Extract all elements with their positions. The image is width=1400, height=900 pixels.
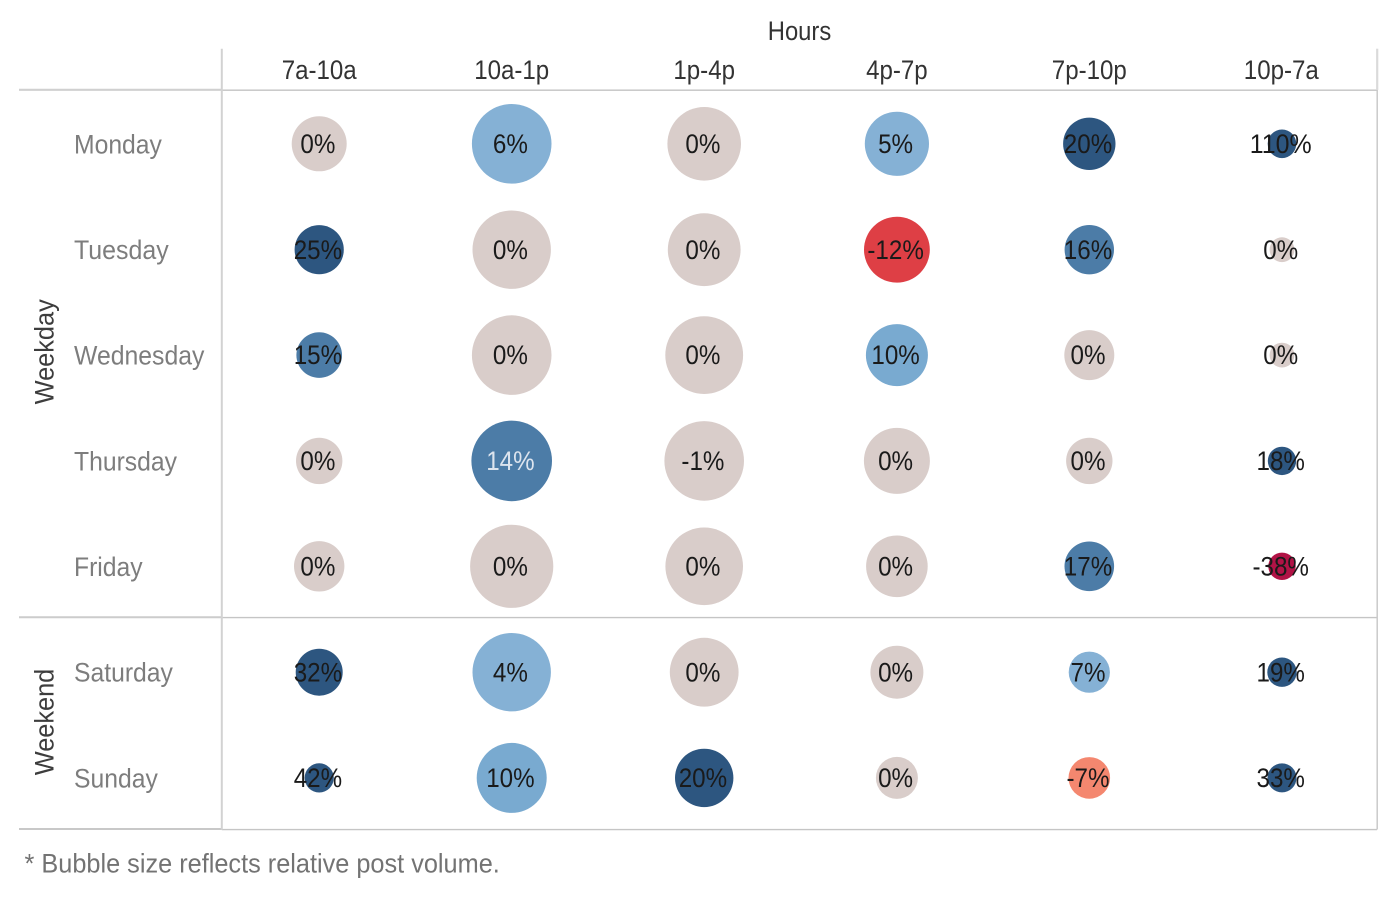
- svg-text:0%: 0%: [1263, 235, 1298, 265]
- svg-text:7p-10p: 7p-10p: [1052, 55, 1127, 85]
- svg-text:Saturday: Saturday: [74, 658, 174, 688]
- svg-text:0%: 0%: [685, 340, 720, 370]
- svg-text:17%: 17%: [1064, 551, 1112, 581]
- svg-text:0%: 0%: [685, 657, 720, 687]
- svg-text:0%: 0%: [300, 551, 335, 581]
- svg-text:20%: 20%: [679, 763, 727, 793]
- svg-text:10%: 10%: [871, 340, 919, 370]
- svg-text:32%: 32%: [294, 657, 342, 687]
- svg-text:18%: 18%: [1257, 446, 1305, 476]
- svg-text:10%: 10%: [486, 763, 534, 793]
- svg-text:0%: 0%: [300, 129, 335, 159]
- svg-text:Tuesday: Tuesday: [74, 235, 169, 265]
- svg-text:Thursday: Thursday: [74, 446, 178, 476]
- svg-text:0%: 0%: [300, 446, 335, 476]
- svg-text:Monday: Monday: [74, 129, 163, 159]
- svg-text:0%: 0%: [685, 235, 720, 265]
- svg-text:Weekend: Weekend: [30, 669, 60, 776]
- svg-text:6%: 6%: [493, 129, 528, 159]
- svg-text:* Bubble size reflects relativ: * Bubble size reflects relative post vol…: [25, 849, 500, 879]
- svg-text:Friday: Friday: [74, 552, 143, 582]
- svg-text:-1%: -1%: [681, 446, 724, 476]
- svg-text:110%: 110%: [1250, 129, 1312, 159]
- svg-text:Hours: Hours: [768, 16, 832, 46]
- svg-text:-12%: -12%: [867, 235, 924, 265]
- svg-text:Weekday: Weekday: [30, 298, 60, 404]
- svg-text:4%: 4%: [493, 657, 528, 687]
- svg-text:-7%: -7%: [1067, 763, 1110, 793]
- svg-text:0%: 0%: [878, 763, 913, 793]
- svg-text:0%: 0%: [493, 235, 528, 265]
- svg-text:10a-1p: 10a-1p: [474, 55, 549, 85]
- svg-text:0%: 0%: [685, 551, 720, 581]
- svg-text:0%: 0%: [878, 657, 913, 687]
- svg-text:25%: 25%: [294, 235, 342, 265]
- svg-text:0%: 0%: [685, 129, 720, 159]
- svg-text:14%: 14%: [486, 446, 534, 476]
- svg-text:4p-7p: 4p-7p: [866, 55, 928, 85]
- svg-text:19%: 19%: [1257, 657, 1305, 687]
- svg-text:0%: 0%: [493, 340, 528, 370]
- svg-text:16%: 16%: [1064, 235, 1112, 265]
- svg-text:10p-7a: 10p-7a: [1244, 55, 1319, 85]
- svg-text:0%: 0%: [878, 446, 913, 476]
- svg-text:0%: 0%: [493, 551, 528, 581]
- svg-text:33%: 33%: [1257, 763, 1305, 793]
- svg-text:42%: 42%: [294, 763, 342, 793]
- svg-text:0%: 0%: [1071, 446, 1106, 476]
- svg-text:15%: 15%: [294, 340, 342, 370]
- svg-text:1p-4p: 1p-4p: [673, 55, 735, 85]
- svg-text:0%: 0%: [1263, 340, 1298, 370]
- svg-text:5%: 5%: [878, 129, 913, 159]
- svg-text:Sunday: Sunday: [74, 763, 159, 793]
- svg-text:0%: 0%: [1071, 340, 1106, 370]
- svg-text:20%: 20%: [1064, 129, 1112, 159]
- svg-text:Wednesday: Wednesday: [74, 341, 205, 371]
- svg-text:0%: 0%: [878, 551, 913, 581]
- svg-text:7a-10a: 7a-10a: [282, 55, 357, 85]
- svg-text:-38%: -38%: [1252, 551, 1309, 581]
- svg-text:7%: 7%: [1071, 657, 1106, 687]
